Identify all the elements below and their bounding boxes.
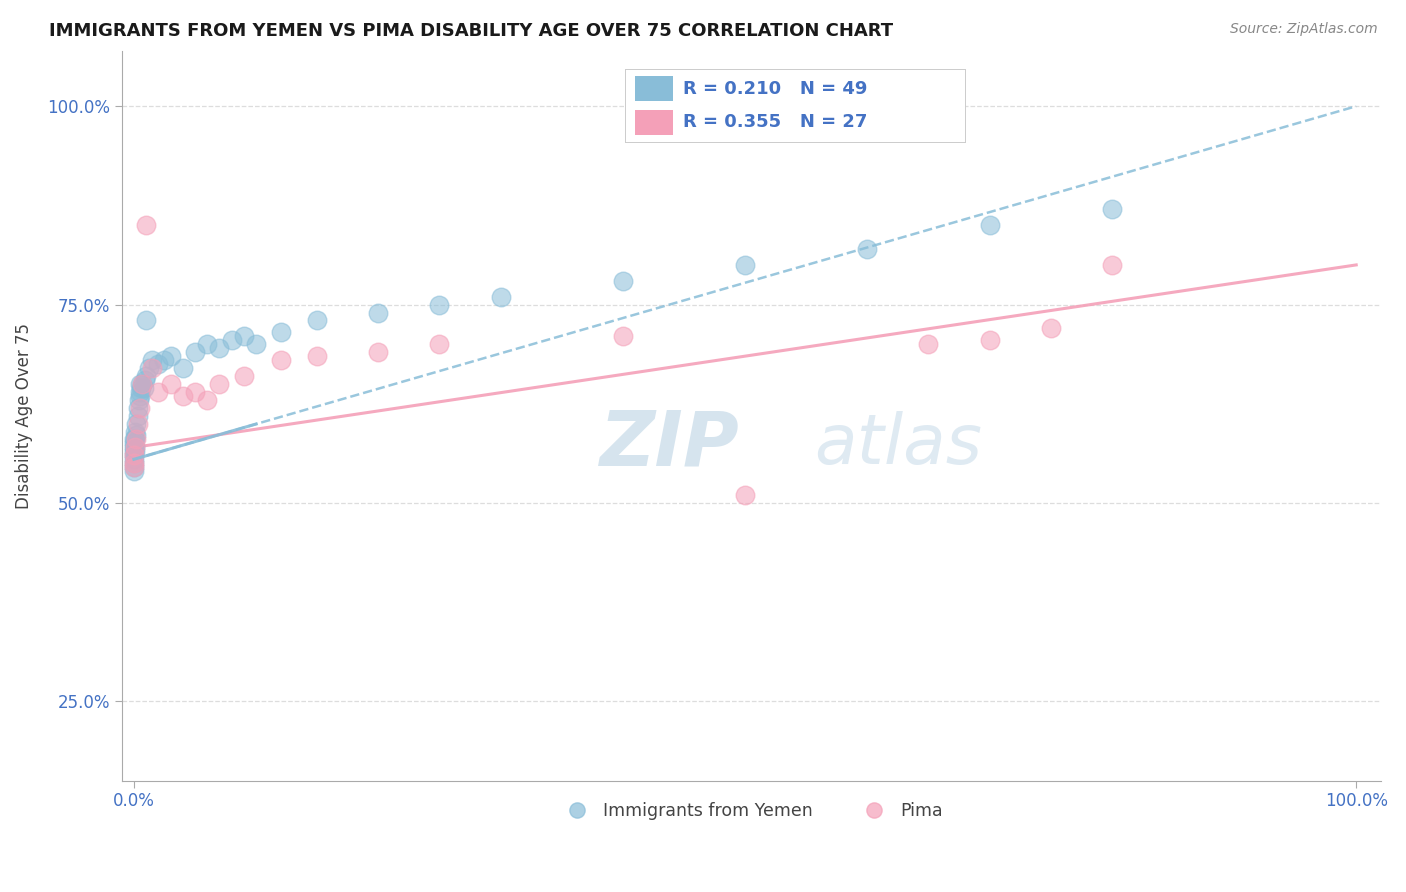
Point (122, 456, 145, 470)
Point (612, 329, 634, 343)
Legend: Immigrants from Yemen, Pima: Immigrants from Yemen, Pima (553, 795, 949, 827)
Point (122, 460, 145, 475)
Point (131, 376, 153, 391)
Point (122, 433, 145, 447)
Point (122, 456, 145, 470)
Point (367, 305, 389, 319)
Point (208, 341, 231, 355)
Point (125, 428, 148, 442)
Point (979, 219, 1001, 233)
Point (159, 349, 181, 363)
Point (917, 337, 939, 351)
Point (172, 389, 194, 403)
Point (138, 361, 160, 376)
Point (307, 349, 329, 363)
Point (734, 488, 756, 502)
Text: Source: ZipAtlas.com: Source: ZipAtlas.com (1230, 22, 1378, 37)
Point (129, 384, 152, 399)
Point (232, 329, 254, 343)
Point (134, 373, 156, 387)
Point (208, 376, 231, 391)
Y-axis label: Disability Age Over 75: Disability Age Over 75 (15, 323, 32, 508)
Point (124, 441, 146, 455)
Point (122, 464, 145, 478)
Point (129, 401, 152, 415)
Point (122, 448, 145, 462)
Point (270, 326, 292, 340)
Point (122, 436, 145, 450)
Point (131, 376, 153, 391)
Point (122, 448, 145, 462)
Point (1101, 202, 1123, 217)
Point (141, 361, 163, 376)
Point (122, 452, 145, 467)
Point (122, 460, 145, 475)
Point (122, 441, 145, 455)
Point (172, 361, 194, 376)
Point (125, 433, 148, 447)
Point (1101, 258, 1123, 272)
Point (124, 425, 146, 439)
Point (125, 417, 148, 431)
Point (367, 345, 389, 359)
Point (734, 258, 756, 272)
Point (135, 313, 157, 327)
Point (1039, 321, 1062, 335)
Point (195, 392, 218, 407)
Point (148, 357, 170, 371)
Point (128, 392, 150, 407)
Point (245, 337, 267, 351)
Point (129, 389, 152, 403)
Point (195, 337, 218, 351)
Point (429, 337, 451, 351)
Point (141, 353, 163, 368)
Point (153, 353, 176, 368)
Point (129, 381, 152, 395)
Point (124, 444, 146, 458)
Point (429, 297, 451, 311)
Point (232, 369, 254, 384)
Text: ZIP: ZIP (600, 408, 740, 482)
Point (132, 381, 155, 395)
Point (184, 384, 207, 399)
Point (221, 333, 243, 347)
Point (979, 333, 1001, 347)
Point (148, 384, 170, 399)
Point (122, 444, 145, 458)
Point (124, 441, 146, 455)
Point (129, 376, 152, 391)
Point (612, 274, 634, 288)
Point (307, 313, 329, 327)
Point (127, 409, 149, 423)
Point (127, 401, 149, 415)
Text: IMMIGRANTS FROM YEMEN VS PIMA DISABILITY AGE OVER 75 CORRELATION CHART: IMMIGRANTS FROM YEMEN VS PIMA DISABILITY… (49, 22, 893, 40)
Point (127, 417, 149, 431)
Point (124, 433, 146, 447)
Point (184, 345, 207, 359)
Point (159, 376, 181, 391)
Point (270, 353, 292, 368)
Point (135, 219, 157, 233)
Point (489, 290, 512, 304)
Point (135, 369, 157, 384)
Text: atlas: atlas (814, 411, 983, 478)
Point (856, 242, 879, 256)
